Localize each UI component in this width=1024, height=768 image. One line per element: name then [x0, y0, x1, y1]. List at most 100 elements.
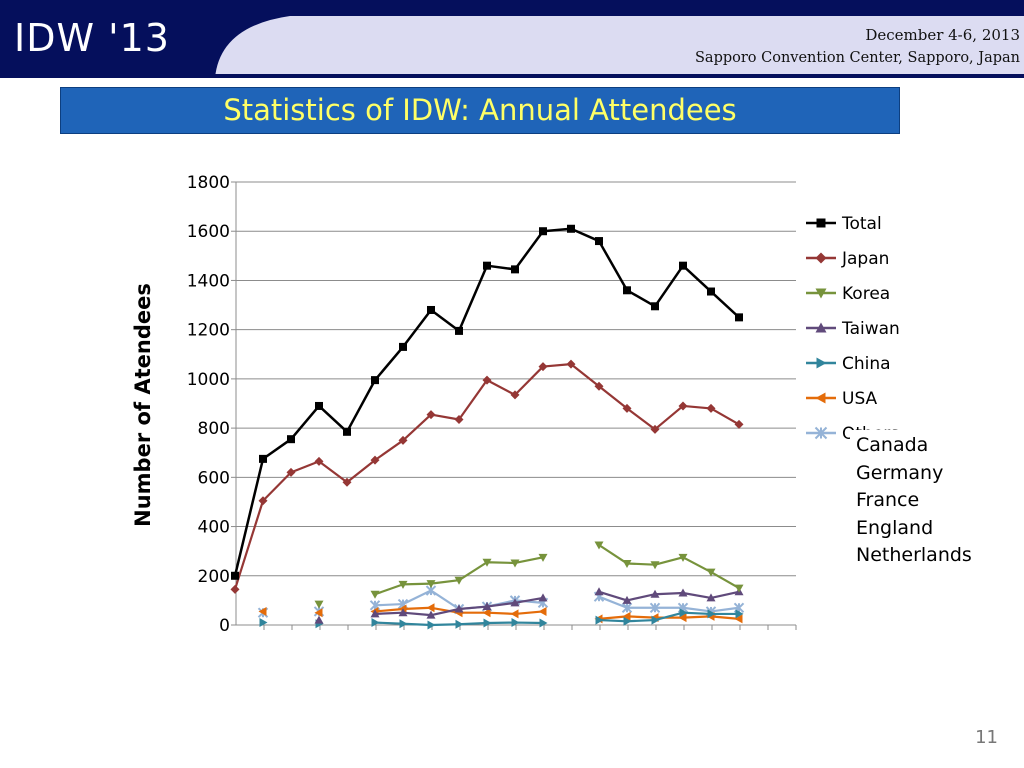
- data-point-japan: [258, 496, 268, 506]
- data-point-japan: [566, 359, 576, 369]
- legend-item-korea: Korea: [806, 284, 890, 304]
- country-canada: Canada: [856, 434, 929, 456]
- data-point-taiwan: [538, 593, 548, 602]
- series-korea: [314, 541, 744, 609]
- data-point-usa: [622, 611, 631, 621]
- event-date: December 4-6, 2013: [865, 26, 1020, 44]
- data-point-korea: [454, 576, 464, 585]
- data-point-korea: [622, 559, 632, 568]
- series-line-japan: [233, 363, 740, 590]
- data-point-total: [539, 227, 547, 236]
- legend-item-total: Total: [806, 214, 882, 234]
- data-point-china: [651, 615, 660, 625]
- data-point-japan: [370, 455, 380, 465]
- data-point-japan: [454, 414, 464, 424]
- data-point-taiwan: [622, 595, 632, 604]
- data-point-usa: [678, 613, 687, 623]
- legend-label-usa: USA: [842, 389, 878, 409]
- data-point-usa: [510, 609, 519, 619]
- data-point-usa: [734, 614, 743, 624]
- slide-title: Statistics of IDW: Annual Attendees: [223, 92, 737, 127]
- data-point-japan: [594, 381, 604, 391]
- data-point-korea: [734, 584, 744, 593]
- data-point-japan: [230, 584, 240, 594]
- y-tick-label: 1800: [187, 173, 230, 193]
- y-tick-label: 200: [198, 567, 230, 587]
- y-tick-label: 1600: [187, 222, 230, 242]
- country-france: France: [856, 489, 920, 511]
- data-point-total: [343, 427, 351, 436]
- title-bar: Statistics of IDW: Annual Attendees: [60, 87, 900, 134]
- legend-marker-korea: [815, 288, 827, 299]
- data-point-china: [455, 619, 464, 629]
- data-point-korea: [370, 590, 380, 599]
- chart-gridlines: [236, 181, 796, 577]
- series-taiwan: [314, 587, 744, 624]
- data-point-japan: [622, 403, 632, 413]
- data-point-korea: [538, 553, 548, 562]
- data-point-japan: [398, 435, 408, 445]
- legend-label-korea: Korea: [842, 284, 890, 304]
- data-point-japan: [734, 419, 744, 429]
- data-point-korea: [482, 558, 492, 567]
- series-japan: [230, 359, 744, 594]
- data-point-china: [735, 609, 744, 619]
- data-point-japan: [314, 456, 324, 466]
- page-number: 11: [975, 727, 998, 748]
- legend-marker-total: [816, 218, 826, 228]
- legend-marker-china: [816, 357, 827, 369]
- data-point-korea: [678, 553, 688, 562]
- data-point-total: [371, 376, 379, 385]
- y-tick-label: 400: [198, 518, 230, 538]
- data-point-japan: [706, 403, 716, 413]
- series-line-others: [598, 595, 740, 613]
- data-point-others: [649, 602, 661, 613]
- data-point-china: [259, 618, 268, 628]
- data-point-taiwan: [370, 609, 380, 618]
- data-point-total: [651, 302, 659, 311]
- y-tick-label: 0: [219, 616, 230, 636]
- data-point-total: [567, 224, 575, 233]
- data-point-japan: [678, 401, 688, 411]
- data-point-taiwan: [426, 610, 436, 619]
- data-point-japan: [342, 477, 352, 487]
- data-point-taiwan: [510, 598, 520, 607]
- data-point-china: [483, 618, 492, 628]
- legend-label-taiwan: Taiwan: [841, 319, 900, 339]
- y-tick-label: 800: [198, 419, 230, 439]
- data-point-china: [707, 609, 716, 619]
- data-point-total: [595, 237, 603, 246]
- data-point-usa: [538, 606, 547, 616]
- data-point-china: [595, 615, 604, 625]
- legend-marker-japan: [815, 252, 827, 264]
- legend-marker-taiwan: [815, 322, 827, 333]
- data-point-china: [623, 616, 632, 626]
- chart-axes: 0 200 400 600 800 1000 1200 1400 1600 1800: [187, 173, 797, 636]
- y-tick-label: 1400: [187, 271, 230, 291]
- country-germany: Germany: [856, 461, 944, 484]
- data-point-korea: [398, 580, 408, 589]
- event-venue: Sapporo Convention Center, Sapporo, Japa…: [694, 50, 1020, 66]
- y-tick-label: 1000: [187, 370, 230, 390]
- series-line-korea: [598, 544, 740, 590]
- legend-marker-usa: [815, 392, 826, 404]
- data-point-total: [231, 571, 239, 580]
- legend-item-taiwan: Taiwan: [806, 319, 900, 339]
- series-line-usa: [598, 615, 740, 620]
- legend-item-usa: USA: [806, 389, 878, 409]
- data-point-china: [427, 620, 436, 630]
- series-total: [231, 224, 743, 580]
- data-point-taiwan: [594, 587, 604, 596]
- data-point-japan: [286, 467, 296, 477]
- data-point-others: [621, 602, 633, 613]
- data-point-korea: [426, 580, 436, 589]
- data-point-total: [623, 286, 631, 295]
- header-banner: [0, 0, 1024, 78]
- series-line-china: [598, 611, 739, 623]
- chart-series: [230, 224, 745, 630]
- y-tick-label: 1200: [187, 321, 230, 341]
- data-point-china: [539, 618, 548, 628]
- legend-label-japan: Japan: [841, 249, 889, 269]
- data-point-taiwan: [650, 589, 660, 598]
